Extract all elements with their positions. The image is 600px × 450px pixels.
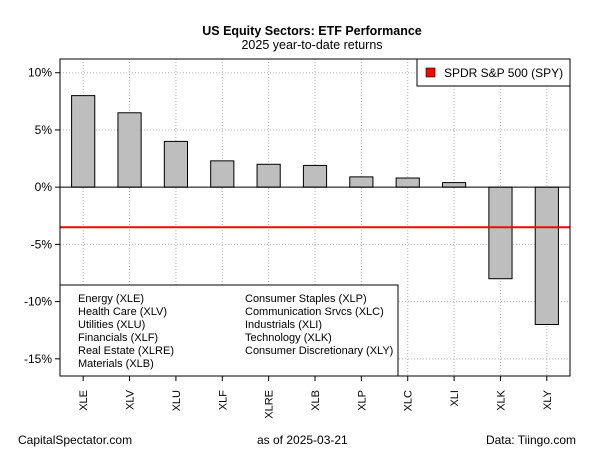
x-axis: XLE XLV XLU XLF XLRE XLB XLP XLC XLI XLK XLY	[78, 376, 554, 419]
bar-xlp	[349, 176, 374, 188]
legend-label: SPDR S&P 500 (SPY)	[444, 66, 563, 80]
footer-date: as of 2025-03-21	[257, 433, 348, 447]
plot-border	[59, 58, 571, 377]
bar-xli	[442, 182, 467, 188]
bar-xlb	[302, 164, 328, 188]
footer-data-credit: Data: Tiingo.com	[485, 433, 576, 447]
key-entry: Technology (XLK)	[245, 332, 332, 344]
key-entry: Financials (XLF)	[78, 332, 158, 344]
y-tick-label: -15%	[24, 352, 52, 366]
key-entry: Materials (XLB)	[78, 358, 154, 370]
x-tick-label: XLF	[217, 390, 229, 410]
x-tick-label: XLC	[403, 390, 415, 411]
legend-swatch	[425, 67, 436, 78]
key-entry: Energy (XLE)	[78, 293, 144, 305]
key-entry: Communication Srvcs (XLC)	[245, 306, 384, 318]
x-tick-label: XLB	[310, 390, 322, 411]
key-entry: Industrials (XLI)	[245, 319, 322, 331]
sector-key-box: Energy (XLE)Health Care (XLV)Utilities (…	[59, 284, 399, 377]
key-box-frame	[59, 284, 399, 377]
y-tick-label: 5%	[35, 123, 53, 137]
bars-group	[60, 95, 570, 326]
key-entry: Utilities (XLU)	[78, 319, 145, 331]
key-entry: Consumer Discretionary (XLY)	[245, 345, 393, 357]
chart-subtitle: 2025 year-to-date returns	[241, 38, 382, 52]
footer-source-site: CapitalSpectator.com	[18, 433, 133, 447]
bar-xlk	[488, 186, 513, 280]
x-tick-label: XLU	[171, 390, 183, 411]
legend: SPDR S&P 500 (SPY)	[416, 58, 571, 87]
x-tick-label: XLK	[495, 389, 507, 410]
bar-xlu	[163, 140, 188, 188]
y-tick-label: 0%	[35, 180, 53, 194]
y-tick-label: -10%	[24, 295, 52, 309]
bar-xlc	[395, 177, 420, 188]
bar-xly	[534, 186, 559, 326]
y-tick-label: 10%	[28, 66, 52, 80]
y-tick-label: -5%	[31, 237, 53, 251]
x-tick-label: XLRE	[264, 390, 276, 419]
y-axis: 10% 5% 0% -5% -10% -15%	[24, 66, 60, 366]
bar-xle	[71, 95, 96, 188]
bar-xlv	[117, 112, 142, 188]
key-entry: Consumer Staples (XLP)	[245, 293, 367, 305]
x-tick-label: XLP	[356, 390, 368, 411]
key-entry: Health Care (XLV)	[78, 306, 167, 318]
x-tick-label: XLI	[449, 390, 461, 407]
key-entry: Real Estate (XLRE)	[78, 345, 174, 357]
bar-xlf	[210, 160, 235, 188]
legend-box	[416, 58, 571, 87]
x-tick-label: XLE	[78, 390, 90, 411]
chart-title: US Equity Sectors: ETF Performance	[202, 24, 422, 38]
x-tick-label: XLV	[125, 389, 137, 410]
bar-xlre	[256, 163, 281, 188]
x-tick-label: XLY	[542, 389, 554, 410]
